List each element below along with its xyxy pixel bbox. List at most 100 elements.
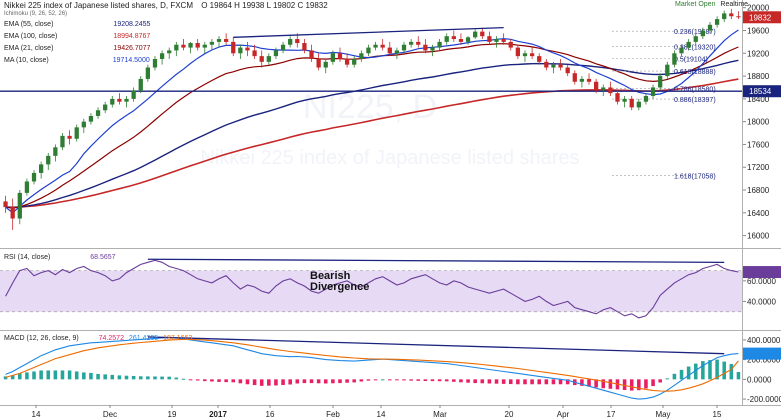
y-tick-label: 19600 [747, 26, 770, 35]
macd-hist-bar [494, 379, 499, 384]
rsi-tick-label: 60.0000 [747, 277, 776, 286]
macd-hist-bar [46, 370, 51, 380]
x-tick-label: 16 [266, 410, 275, 419]
x-tick-label: Apr [557, 410, 570, 419]
macd-hist-bar [523, 379, 527, 385]
macd-hist-bar [331, 379, 335, 384]
candle-body [508, 41, 513, 48]
macd-hist-bar [224, 379, 228, 383]
x-tick-label: Dec [103, 410, 117, 419]
macd-hist-bar [380, 379, 385, 381]
candle-body [60, 135, 65, 148]
macd-hist-bar [715, 359, 719, 380]
macd-hist-bar [551, 379, 556, 385]
candle-body [188, 43, 193, 48]
x-tick-label: 2017 [209, 410, 227, 419]
fib-label-5: 0.886(18397) [674, 97, 716, 104]
fib-label-2: 0.5(19104) [674, 57, 708, 64]
y-tick-label: 20000 [747, 4, 770, 13]
macd-hist-bar [516, 379, 520, 385]
macd-hist-bar [736, 372, 741, 380]
macd-hist-bar [388, 379, 392, 381]
macd-hist-bar [629, 379, 634, 391]
fib-label-3: 0.618(18888) [674, 69, 716, 76]
macd-hist-bar [658, 379, 662, 383]
legend-ema21[interactable]: EMA (21, close) 19426.7077 [4, 45, 151, 52]
candle-body [579, 78, 585, 82]
macd-hist-bar [103, 374, 107, 380]
candle-body [594, 81, 599, 91]
macd-label[interactable]: MACD (12, 26, close, 9) 74.2572 261.4235… [4, 335, 193, 342]
candle-body [295, 39, 300, 44]
x-tick-label: Mar [433, 410, 447, 419]
macd-hist-bar [210, 379, 214, 382]
candle-body [423, 44, 428, 51]
candle-body [565, 67, 570, 74]
macd-hist-bar [146, 376, 150, 380]
macd-hist-bar [117, 375, 122, 380]
y-tick-label: 18800 [747, 72, 770, 81]
macd-hist-bar [679, 369, 684, 380]
candle-body [131, 90, 136, 99]
fib-label-0: 0.236(19587) [674, 29, 716, 36]
candle-body [537, 56, 542, 62]
macd-hist-bar [323, 379, 328, 384]
candle-body [288, 39, 293, 45]
x-tick-label: 19 [168, 410, 177, 419]
macd-hist-bar [74, 371, 79, 380]
macd-hist-bar [195, 379, 200, 381]
macd-hist-bar [708, 360, 712, 380]
macd-hist-bar [473, 379, 477, 384]
rsi-value: 68.5657 [90, 254, 116, 261]
macd-hist-bar [530, 379, 534, 385]
macd-hist-bar [395, 379, 399, 381]
macd-hist-bar [601, 379, 606, 389]
macd-hist-bar [686, 366, 691, 380]
candle-body [159, 53, 165, 59]
hline-tag-label: 18534 [749, 87, 772, 96]
macd-hist-bar [587, 379, 591, 387]
ema55-line [5, 59, 739, 209]
macd-hist-bar [693, 363, 698, 380]
macd-hist-bar [444, 379, 449, 382]
candle-body [266, 56, 271, 62]
macd-hist-bar [508, 379, 513, 385]
candle-body [202, 44, 207, 48]
title-text: Nikkei 225 index of Japanese listed shar… [4, 1, 193, 10]
macd-hist-bar [565, 379, 570, 385]
ohlc-text: O 19864 H 19938 L 19802 C 19832 [201, 1, 328, 10]
candle-body [707, 24, 713, 31]
macd-hist-bar [174, 377, 179, 380]
macd-hist-bar [39, 370, 43, 380]
macd-hist-bar [644, 379, 648, 389]
candle-body [337, 53, 343, 59]
macd-hist-bar [459, 379, 463, 383]
ema100-line [5, 78, 739, 209]
macd-tick-label: 0.0000 [747, 375, 772, 384]
ichimoku-label[interactable]: Ichimoku (9, 26, 52, 26) [4, 11, 68, 17]
macd-hist-bar [665, 378, 670, 380]
macd-hist-bar [274, 379, 278, 386]
macd-hist-bar [501, 379, 506, 384]
macd-hist-bar [409, 379, 413, 381]
candle-body [409, 41, 414, 45]
macd-hist-bar [10, 375, 15, 380]
candle-body [501, 39, 506, 42]
legend-ema100[interactable]: EMA (100, close) 18994.8767 [4, 33, 151, 40]
macd-hist-bar [32, 371, 36, 380]
macd-hist-bar [288, 379, 292, 385]
candle-body [658, 76, 663, 88]
rsi-label[interactable]: RSI (14, close) 68.5657 [4, 254, 116, 261]
legend-ema55[interactable]: EMA (55, close) 19208.2455 [4, 21, 151, 28]
candle-body [394, 50, 400, 54]
legend-ma10[interactable]: MA (10, close) 19714.5000 [4, 57, 150, 64]
macd-hist-bar [338, 379, 342, 384]
candle-body [373, 44, 378, 48]
candle-body [636, 101, 641, 108]
candle-body [316, 58, 321, 68]
candle-body [224, 39, 229, 42]
macd-hist-bar [423, 379, 428, 382]
candle-body [273, 50, 279, 57]
rsi-line [5, 259, 739, 319]
